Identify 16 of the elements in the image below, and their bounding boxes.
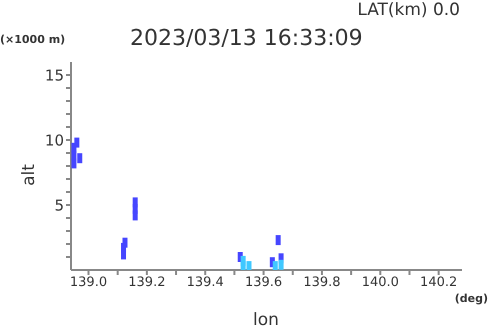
x-tick-label: 139.4 <box>186 275 224 290</box>
y-axis-title: alt <box>18 164 39 186</box>
x-tick-label: 140.0 <box>362 275 399 290</box>
x-tick-label: 139.6 <box>244 275 282 290</box>
x-tick-label: 140.2 <box>420 275 458 290</box>
chart-title: 2023/03/13 16:33:09 <box>130 26 363 51</box>
y-tick-label: 10 <box>44 131 64 150</box>
x-tick-label: 139.2 <box>128 275 166 290</box>
x-tick-label: 139.0 <box>70 275 108 290</box>
y-tick-label: 15 <box>44 66 64 84</box>
text: (×1000 m) <box>0 33 66 46</box>
x-axis-title: lon <box>253 310 279 330</box>
text: (deg) <box>454 292 488 305</box>
y-tick-label: 5 <box>54 196 64 214</box>
x-tick-label: 139.8 <box>303 275 341 290</box>
chart-subtitle: LAT(km) 0.0 <box>357 0 460 20</box>
